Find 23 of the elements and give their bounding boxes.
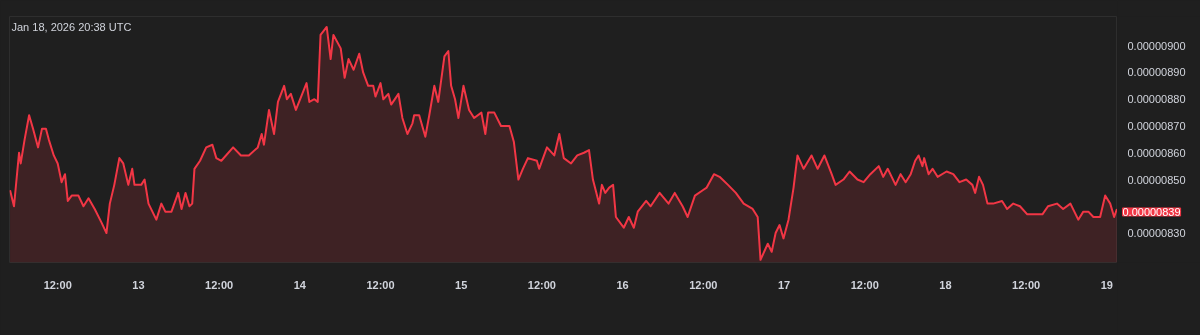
x-tick-label: 12:00 <box>527 278 556 291</box>
y-tick-label: 0.00000900 <box>1127 39 1186 52</box>
y-tick-label: 0.00000850 <box>1127 173 1186 186</box>
x-tick-label: 12:00 <box>366 278 395 291</box>
x-tick-label: 16 <box>616 278 629 291</box>
y-tick-label: 0.00000890 <box>1127 66 1186 79</box>
text: 0.00000839 <box>1122 205 1181 218</box>
y-tick-label: 0.00000830 <box>1127 227 1186 240</box>
y-tick-label: 0.00000880 <box>1127 93 1186 106</box>
x-tick-label: 12:00 <box>689 278 718 291</box>
x-tick-label: 12:00 <box>43 278 72 291</box>
x-tick-label: 17 <box>777 278 791 291</box>
x-tick-label: 12:00 <box>850 278 879 291</box>
x-tick-label: 12:00 <box>1012 278 1041 291</box>
x-tick-label: 18 <box>939 278 952 291</box>
y-tick-label: 0.00000860 <box>1127 146 1186 159</box>
x-tick-label: 12:00 <box>205 278 234 291</box>
x-tick-label: 15 <box>455 278 468 291</box>
y-tick-label: 0.00000870 <box>1127 119 1186 132</box>
x-tick-label: 19 <box>1100 278 1113 291</box>
x-tick-label: 13 <box>132 278 145 291</box>
x-tick-label: 14 <box>293 278 307 291</box>
annotation: Jan 18, 2026 20:38 UTC <box>11 20 132 33</box>
